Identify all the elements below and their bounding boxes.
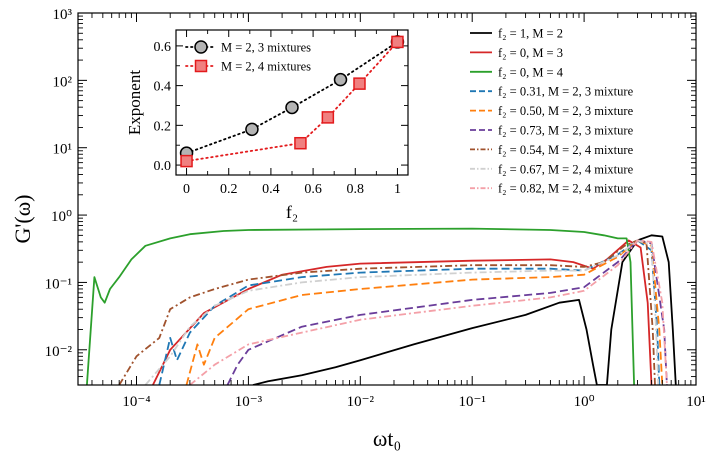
inset-y-tick-label: 0.0 bbox=[154, 159, 172, 174]
main-legend: f₂ = 1, M = 2 f₂ = 0, M = 3 f₂ = 0, M = 4 f… bbox=[470, 27, 634, 196]
x-axis-label: ωt₀ bbox=[373, 426, 401, 451]
y-tick-label: 10¹ bbox=[53, 142, 73, 158]
legend-label-1: f₂ = 0, M = 3 bbox=[498, 46, 563, 60]
series-line-3 bbox=[158, 239, 661, 385]
inset-marker-circle bbox=[333, 72, 348, 87]
inset-y-tick-label: 0.2 bbox=[154, 119, 172, 134]
inset-marker-square bbox=[321, 111, 335, 124]
legend-label-4: f₂ = 0.50, M = 2, 3 mixture bbox=[498, 104, 634, 118]
inset-x-tick-label: 1 bbox=[394, 182, 401, 197]
series-lines bbox=[86, 227, 677, 385]
series-line-8 bbox=[189, 239, 668, 385]
y-axis-label: G'(ω) bbox=[10, 195, 35, 244]
inset-legend-label-1: M = 2, 4 mixtures bbox=[221, 60, 311, 74]
series-line-4 bbox=[185, 239, 664, 385]
inset-marker-circle bbox=[245, 122, 259, 137]
inset-x-tick-label: 0 bbox=[183, 182, 190, 197]
inset-x-axis-label: f₂ bbox=[286, 202, 298, 222]
x-tick-label: 10⁻² bbox=[347, 394, 375, 410]
legend-label-2: f₂ = 0, M = 4 bbox=[498, 65, 564, 79]
inset-y-tick-label: 0.4 bbox=[154, 80, 172, 95]
legend-label-0: f₂ = 1, M = 2 bbox=[498, 27, 563, 41]
series-line-2 bbox=[86, 227, 635, 385]
y-tick-label: 10⁻² bbox=[45, 344, 73, 360]
inset-plot: 0 0.2 0.4 0.6 0.8 1 0.0 0.2 0.4 0.6 f₂ Exponent M = … bbox=[125, 29, 409, 222]
inset-x-tick-label: 0.6 bbox=[304, 182, 322, 197]
legend-label-3: f₂ = 0.31, M = 2, 3 mixture bbox=[498, 85, 634, 99]
legend-label-5: f₂ = 0.73, M = 2, 3 mixture bbox=[498, 124, 634, 138]
inset-legend-marker-0 bbox=[194, 40, 208, 54]
inset-marker-square bbox=[353, 77, 366, 90]
inset-y-axis-label: Exponent bbox=[125, 70, 144, 135]
y-tick-label: 10⁰ bbox=[51, 209, 72, 225]
inset-marker-square bbox=[391, 35, 404, 49]
inset-legend-marker-1 bbox=[194, 59, 208, 73]
inset-legend: M = 2, 3 mixtures M = 2, 4 mixtures bbox=[185, 40, 311, 74]
x-tick-label: 10⁰ bbox=[574, 394, 595, 410]
main-plot-frame bbox=[77, 12, 697, 386]
x-tick-label: 10⁻³ bbox=[235, 394, 263, 410]
y-tick-label: 10⁻¹ bbox=[45, 276, 72, 292]
inset-series-line-1 bbox=[185, 41, 399, 162]
inset-legend-label-0: M = 2, 3 mixtures bbox=[221, 41, 311, 55]
series-line-1 bbox=[152, 239, 653, 385]
main-plot: 10⁻⁴ 10⁻³ 10⁻² 10⁻¹ 10⁰ 10¹ 10⁻² 10⁻¹ 10⁰ 10¹ 10² 1… bbox=[10, 7, 706, 451]
inset-x-tick-label: 0.2 bbox=[220, 182, 238, 197]
inset-marker-circle bbox=[285, 100, 299, 115]
inset-marker-square bbox=[294, 136, 307, 150]
y-tick-label: 10³ bbox=[53, 7, 73, 23]
inset-x-tick-label: 0.4 bbox=[262, 182, 280, 197]
legend-label-7: f₂ = 0.67, M = 2, 4 mixture bbox=[498, 162, 634, 176]
inset-marker-square bbox=[180, 154, 193, 168]
legend-label-6: f₂ = 0.54, M = 2, 4 mixture bbox=[498, 143, 634, 157]
series-line-0 bbox=[252, 234, 677, 385]
inset-x-tick-label: 0.8 bbox=[347, 182, 365, 197]
inset-y-tick-label: 0.6 bbox=[154, 40, 172, 55]
x-tick-label: 10¹ bbox=[686, 394, 706, 410]
x-tick-label: 10⁻¹ bbox=[458, 394, 485, 410]
x-tick-label: 10⁻⁴ bbox=[122, 394, 150, 410]
legend-label-8: f₂ = 0.82, M = 2, 4 mixture bbox=[498, 182, 634, 196]
series-line-7 bbox=[144, 239, 660, 385]
y-tick-label: 10² bbox=[53, 74, 73, 90]
